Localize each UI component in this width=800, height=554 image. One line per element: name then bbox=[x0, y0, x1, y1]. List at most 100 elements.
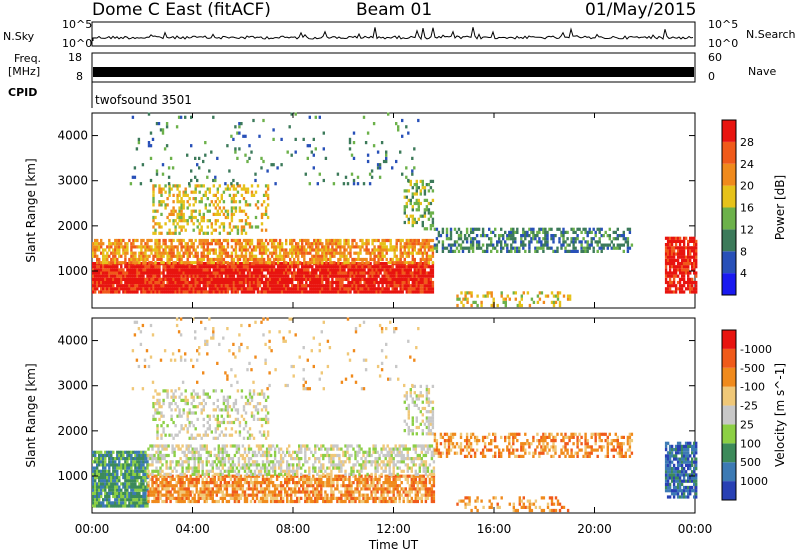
heatmap-cell bbox=[230, 206, 234, 210]
heatmap-cell bbox=[626, 246, 630, 250]
heatmap-cell bbox=[672, 271, 676, 275]
heatmap-cell bbox=[292, 474, 295, 478]
heatmap-cell bbox=[335, 242, 338, 246]
heatmap-cell bbox=[297, 290, 300, 294]
heatmap-cell bbox=[208, 190, 211, 194]
heatmap-cell bbox=[578, 240, 581, 244]
heatmap-cell bbox=[687, 258, 690, 262]
heatmap-cell bbox=[144, 277, 147, 281]
heatmap-cell bbox=[92, 498, 95, 502]
heatmap-cell bbox=[672, 252, 676, 256]
heatmap-cell bbox=[132, 238, 135, 243]
heatmap-cell bbox=[219, 477, 222, 481]
heatmap-cell bbox=[258, 290, 262, 294]
heatmap-cell bbox=[120, 498, 123, 502]
heatmap-cell bbox=[305, 261, 308, 265]
heatmap-cell bbox=[678, 236, 682, 240]
heatmap-cell bbox=[138, 280, 141, 285]
heatmap-cell bbox=[280, 277, 284, 281]
heatmap-cell bbox=[522, 246, 525, 250]
heatmap-cell bbox=[190, 242, 193, 246]
heatmap-cell bbox=[317, 277, 320, 281]
heatmap-cell bbox=[369, 290, 372, 294]
heatmap-cell bbox=[664, 271, 668, 275]
heatmap-cell bbox=[147, 481, 150, 485]
heatmap-cell bbox=[144, 485, 147, 489]
heatmap-cell bbox=[254, 261, 258, 265]
heatmap-cell bbox=[459, 246, 463, 250]
heatmap-cell bbox=[313, 268, 316, 272]
heatmap-cell bbox=[299, 268, 302, 272]
heatmap-cell bbox=[325, 265, 328, 269]
heatmap-cell bbox=[100, 501, 103, 505]
heatmap-cell bbox=[156, 274, 159, 278]
heatmap-cell bbox=[98, 280, 101, 285]
heatmap-cell bbox=[202, 215, 205, 220]
heatmap-cell bbox=[676, 262, 680, 266]
heatmap-cell bbox=[134, 463, 137, 467]
heatmap-cell bbox=[405, 242, 408, 246]
heatmap-cell bbox=[146, 248, 149, 252]
heatmap-cell bbox=[295, 248, 298, 252]
heatmap-cell bbox=[310, 481, 313, 485]
heatmap-cell bbox=[142, 494, 145, 499]
heatmap-cell bbox=[222, 228, 226, 232]
heatmap-cell bbox=[262, 287, 266, 291]
heatmap-cell bbox=[260, 280, 264, 285]
heatmap-cell bbox=[98, 501, 101, 505]
heatmap-cell bbox=[96, 457, 99, 461]
heatmap-cell bbox=[524, 234, 527, 238]
heatmap-cell bbox=[423, 248, 427, 252]
heatmap-cell bbox=[136, 280, 139, 285]
heatmap-cell bbox=[664, 258, 668, 262]
heatmap-cell bbox=[361, 271, 364, 275]
heatmap-cell bbox=[403, 268, 406, 272]
heatmap-cell bbox=[147, 499, 150, 504]
heatmap-cell bbox=[363, 248, 366, 252]
heatmap-cell bbox=[689, 271, 692, 275]
heatmap-cell bbox=[94, 476, 97, 480]
heatmap-cell bbox=[449, 234, 453, 238]
heatmap-cell bbox=[421, 271, 424, 275]
heatmap-cell bbox=[323, 277, 326, 281]
heatmap-cell bbox=[546, 230, 549, 234]
heatmap-cell bbox=[190, 271, 193, 275]
heatmap-cell bbox=[218, 200, 221, 204]
heatmap-cell bbox=[208, 248, 211, 252]
heatmap-cell bbox=[293, 271, 296, 275]
heatmap-cell bbox=[411, 172, 414, 176]
heatmap-cell bbox=[361, 261, 364, 265]
heatmap-cell bbox=[391, 245, 394, 249]
heatmap-cell bbox=[666, 280, 670, 285]
heatmap-cell bbox=[152, 277, 155, 281]
heatmap-cell bbox=[180, 215, 183, 220]
heatmap-cell bbox=[280, 254, 284, 258]
heatmap-cell bbox=[381, 287, 384, 291]
heatmap-cell bbox=[108, 476, 111, 480]
heatmap-cell bbox=[142, 457, 145, 461]
heatmap-cell bbox=[230, 209, 234, 213]
heatmap-cell bbox=[244, 290, 248, 294]
heatmap-cell bbox=[377, 271, 380, 275]
heatmap-cell bbox=[102, 284, 105, 288]
heatmap-cell bbox=[421, 245, 424, 249]
heatmap-cell bbox=[572, 249, 575, 253]
heatmap-cell bbox=[102, 479, 105, 483]
heatmap-cell bbox=[176, 290, 179, 294]
heatmap-cell bbox=[151, 137, 155, 141]
y-tick-label: 3000 bbox=[57, 174, 88, 188]
heatmap-cell bbox=[273, 499, 277, 504]
heatmap-cell bbox=[520, 234, 523, 238]
heatmap-cell bbox=[331, 277, 334, 281]
heatmap-cell bbox=[274, 254, 278, 258]
heatmap-cell bbox=[140, 242, 143, 246]
heatmap-cell bbox=[140, 457, 143, 461]
heatmap-cell bbox=[580, 249, 583, 253]
heatmap-cell bbox=[152, 193, 155, 197]
heatmap-cell bbox=[306, 144, 309, 148]
heatmap-cell bbox=[307, 271, 310, 275]
heatmap-cell bbox=[339, 274, 342, 278]
heatmap-cell bbox=[126, 450, 129, 454]
heatmap-cell bbox=[264, 265, 268, 269]
heatmap-cell bbox=[321, 251, 324, 255]
